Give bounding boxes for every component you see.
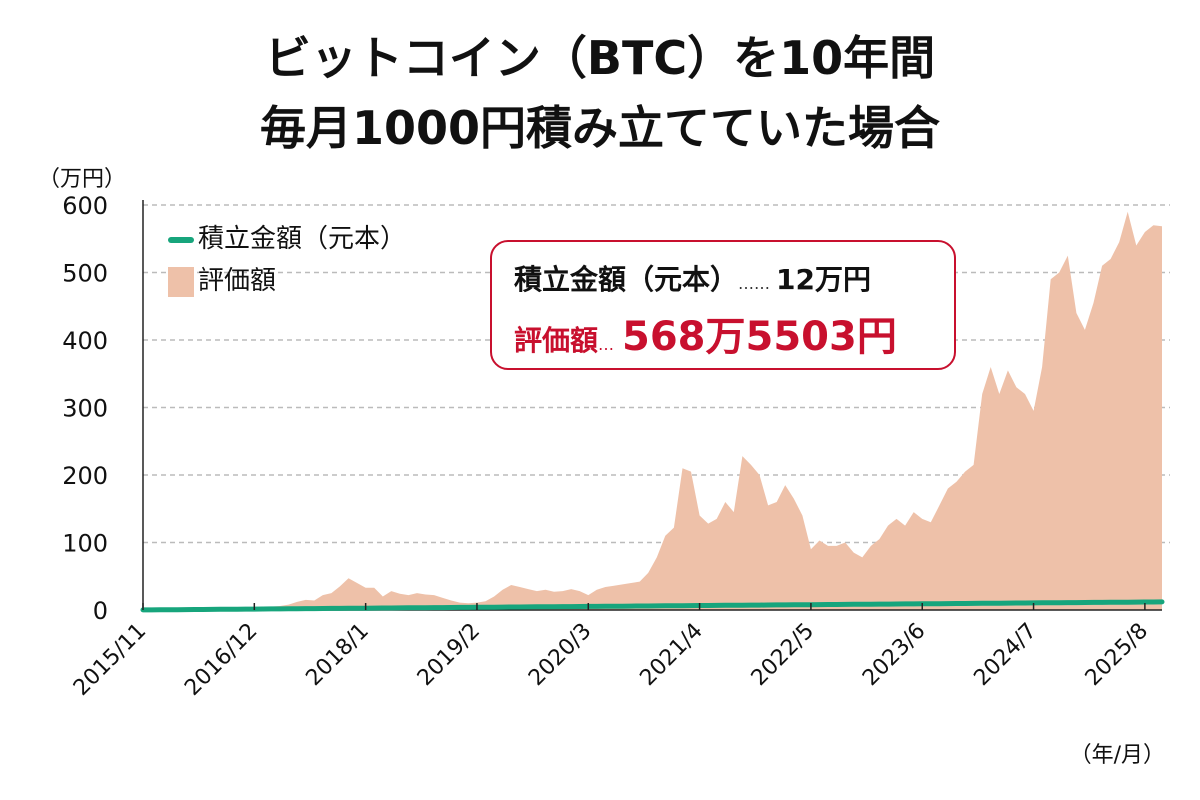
summary-box: 積立金額（元本）…… 12万円 評価額… 568万5503円 — [490, 240, 956, 370]
legend-item-principal: 積立金額（元本） — [168, 218, 406, 255]
summary-valuation-label: 評価額 — [514, 324, 599, 357]
valuation-area — [143, 211, 1162, 611]
y-axis-unit: （万円） — [38, 167, 126, 192]
legend-area-swatch — [168, 266, 194, 297]
chart-title-line2: 毎月1000円積み立てていた場合 — [259, 101, 941, 155]
y-tick-label: 100 — [62, 530, 108, 558]
x-tick-label: 2018/1 — [301, 619, 373, 691]
summary-valuation-row: 評価額… 568万5503円 — [514, 304, 897, 362]
x-tick-label: 2025/8 — [1081, 619, 1153, 691]
y-tick-label: 300 — [62, 395, 108, 423]
x-axis-unit: （年/月） — [1070, 743, 1165, 768]
legend-line-swatch — [168, 236, 194, 243]
summary-principal-dots: …… — [738, 274, 771, 293]
legend-label-valuation: 評価額 — [198, 266, 277, 296]
x-tick-label: 2024/7 — [969, 619, 1041, 691]
x-tick-label: 2016/12 — [180, 619, 262, 701]
summary-valuation-dots: … — [598, 335, 615, 354]
summary-valuation-value: 568万5503円 — [622, 314, 897, 360]
legend-item-valuation: 評価額 — [168, 260, 276, 297]
x-tick-label: 2020/3 — [524, 619, 596, 691]
x-tick-label: 2019/2 — [413, 619, 485, 691]
chart-title-line1: ビットコイン（BTC）を10年間 — [264, 31, 936, 85]
summary-principal-value: 12万円 — [776, 263, 871, 296]
y-tick-label: 400 — [62, 327, 108, 355]
x-tick-label: 2015/11 — [69, 619, 151, 701]
y-tick-label: 200 — [62, 462, 108, 490]
x-tick-label: 2021/4 — [635, 619, 707, 691]
x-tick-label: 2022/5 — [747, 619, 819, 691]
x-tick-label: 2023/6 — [858, 619, 930, 691]
y-tick-label: 0 — [93, 597, 108, 625]
y-tick-label: 600 — [62, 192, 108, 220]
legend-label-principal: 積立金額（元本） — [198, 224, 407, 254]
y-tick-label: 500 — [62, 260, 108, 288]
summary-principal-row: 積立金額（元本）…… 12万円 — [514, 258, 871, 298]
summary-principal-label: 積立金額（元本） — [514, 263, 739, 296]
principal-line — [140, 599, 1165, 613]
